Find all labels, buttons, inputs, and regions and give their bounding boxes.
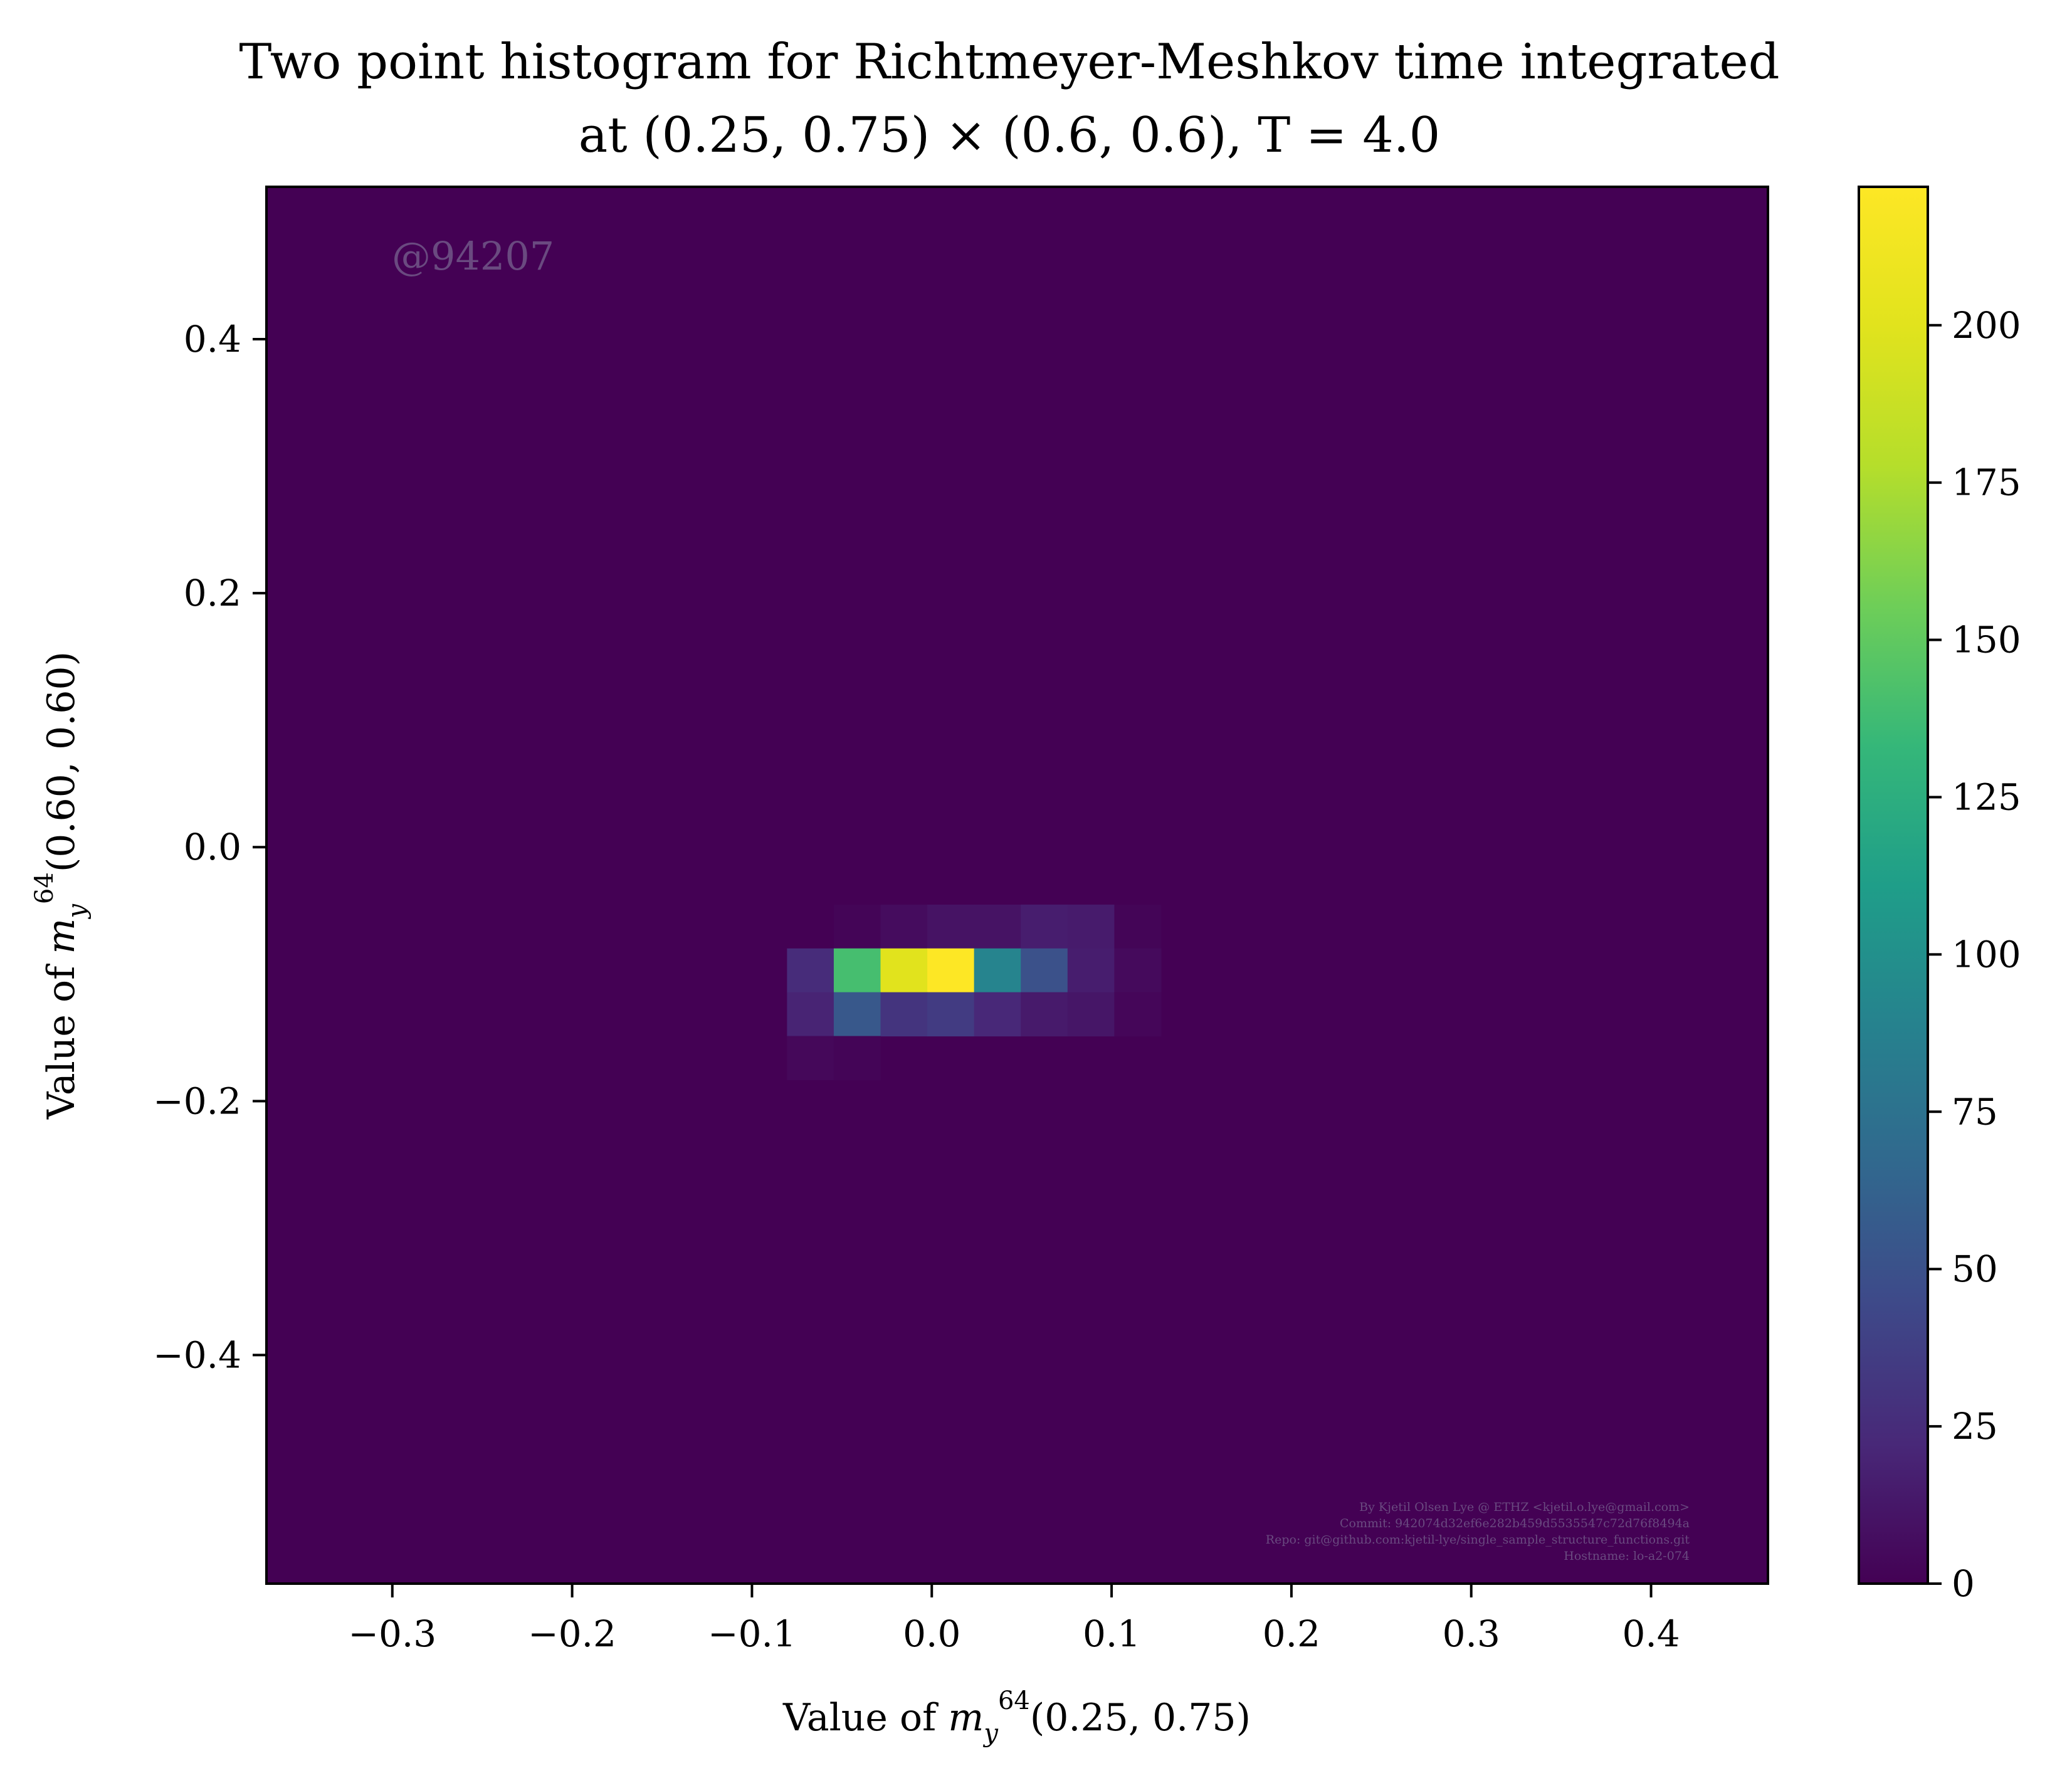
colorbar-tick-label-0: 0 [1952,1562,1975,1605]
credit-author: By Kjetil Olsen Lye @ ETHZ <kjetil.o.lye… [1359,1500,1690,1514]
credits-block: By Kjetil Olsen Lye @ ETHZ <kjetil.o.lye… [1266,1500,1690,1563]
colorbar [1858,186,1929,1585]
colorbar-tick-label-6: 150 [1952,619,2021,661]
heatmap-cell-24 [833,1036,881,1080]
heatmap-cells [787,904,1162,1080]
colorbar-axis: 0 25 50 75 100 125 150 175 200 [1928,304,2021,1605]
plot-area [266,187,1768,1584]
heatmap-cell-0 [833,904,881,949]
x-tick-label-7: 0.4 [1622,1612,1680,1655]
heatmap-cell-4 [1021,904,1068,949]
credit-hostname: Hostname: lo-a2-074 [1564,1549,1690,1563]
colorbar-tick-label-3: 75 [1952,1090,1998,1133]
watermark: @94207 [392,233,554,279]
x-tick-label-3: 0.0 [903,1612,960,1655]
y-tick-label-2: 0.0 [184,826,241,868]
x-tick-label-1: −0.2 [528,1612,616,1655]
heatmap-cell-17 [880,992,928,1037]
x-axis: −0.3 −0.2 −0.1 0.0 0.1 0.2 0.3 0.4 [348,1584,1680,1655]
heatmap-cell-5 [1067,904,1115,949]
chart-title-line-2: at (0.25, 0.75) × (0.6, 0.6), T = 4.0 [579,107,1441,164]
colorbar-tick-label-7: 175 [1952,461,2021,504]
heatmap-cell-18 [927,992,975,1037]
colorbar-tick-label-2: 50 [1952,1248,1998,1290]
x-tick-label-2: −0.1 [708,1612,796,1655]
credit-commit: Commit: 942074d32ef6e282b459d5535547c72d… [1340,1517,1690,1530]
y-tick-label-3: 0.2 [184,572,241,614]
x-tick-label-0: −0.3 [348,1612,436,1655]
heatmap-cell-2 [927,904,975,949]
heatmap-cell-3 [974,904,1021,949]
heatmap-cell-21 [1067,992,1115,1037]
x-tick-label-4: 0.1 [1083,1612,1140,1655]
y-tick-label-1: −0.2 [153,1080,241,1122]
heatmap-cell-13 [1067,948,1115,993]
heatmap-cell-12 [1021,948,1068,993]
heatmap-cell-15 [787,992,834,1037]
heatmap-cell-16 [833,992,881,1037]
heatmap-cell-9 [880,948,928,993]
colorbar-tick-label-1: 25 [1952,1405,1998,1448]
x-axis-label: Value of my64(0.25, 0.75) [782,1686,1251,1748]
heatmap-cell-19 [974,992,1021,1037]
colorbar-tick-label-5: 125 [1952,776,2021,818]
y-tick-label-4: 0.4 [184,318,241,360]
colorbar-tick-label-4: 100 [1952,933,2021,976]
heatmap-cell-10 [927,948,975,993]
heatmap-cell-20 [1021,992,1068,1037]
heatmap-cell-14 [1114,948,1162,993]
heatmap-cell-6 [1114,904,1162,949]
y-axis-label: Value of my64(0.60, 0.60) [30,651,92,1120]
colorbar-tick-label-8: 200 [1952,304,2021,347]
y-axis: −0.4 −0.2 0.0 0.2 0.4 [153,318,266,1376]
y-tick-label-0: −0.4 [153,1333,241,1376]
heatmap-cell-7 [787,948,834,993]
heatmap-cell-1 [880,904,928,949]
x-tick-label-6: 0.3 [1443,1612,1500,1655]
plot-frame [265,186,1769,1585]
x-tick-label-5: 0.2 [1263,1612,1320,1655]
credit-repo: Repo: git@github.com:kjetil-lye/single_s… [1266,1533,1690,1547]
chart-title-line-1: Two point histogram for Richtmeyer-Meshk… [239,34,1779,90]
heatmap-cell-8 [833,948,881,993]
heatmap-cell-11 [974,948,1021,993]
heatmap-cell-22 [1114,992,1162,1037]
heatmap-cell-23 [787,1036,834,1080]
